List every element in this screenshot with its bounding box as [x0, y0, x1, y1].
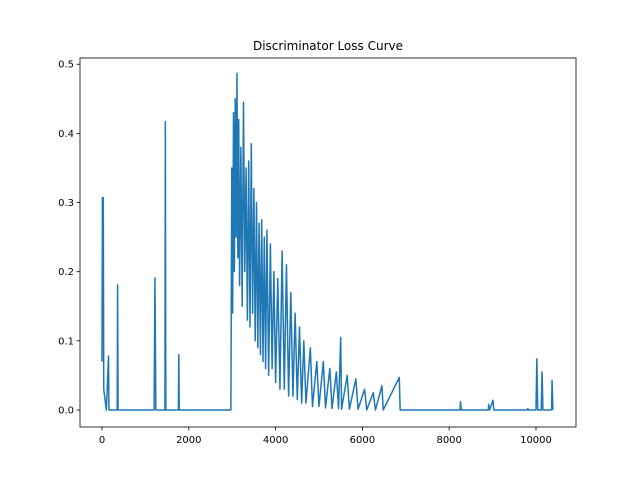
y-tick-label: 0.2	[58, 267, 74, 278]
x-tick-label: 10000	[520, 435, 552, 446]
y-tick-label: 0.4	[58, 129, 74, 140]
loss-line	[101, 72, 554, 411]
y-tick-label: 0.3	[58, 198, 74, 209]
x-tick-label: 4000	[263, 435, 288, 446]
chart-title: Discriminator Loss Curve	[253, 39, 403, 53]
x-tick-label: 8000	[436, 435, 461, 446]
x-tick-label: 6000	[350, 435, 375, 446]
y-tick-label: 0.5	[58, 60, 74, 71]
y-tick-label: 0.0	[58, 405, 74, 416]
y-tick-label: 0.1	[58, 336, 74, 347]
plot-frame	[79, 57, 577, 428]
x-tick-label: 0	[99, 435, 105, 446]
x-tick-label: 2000	[176, 435, 201, 446]
